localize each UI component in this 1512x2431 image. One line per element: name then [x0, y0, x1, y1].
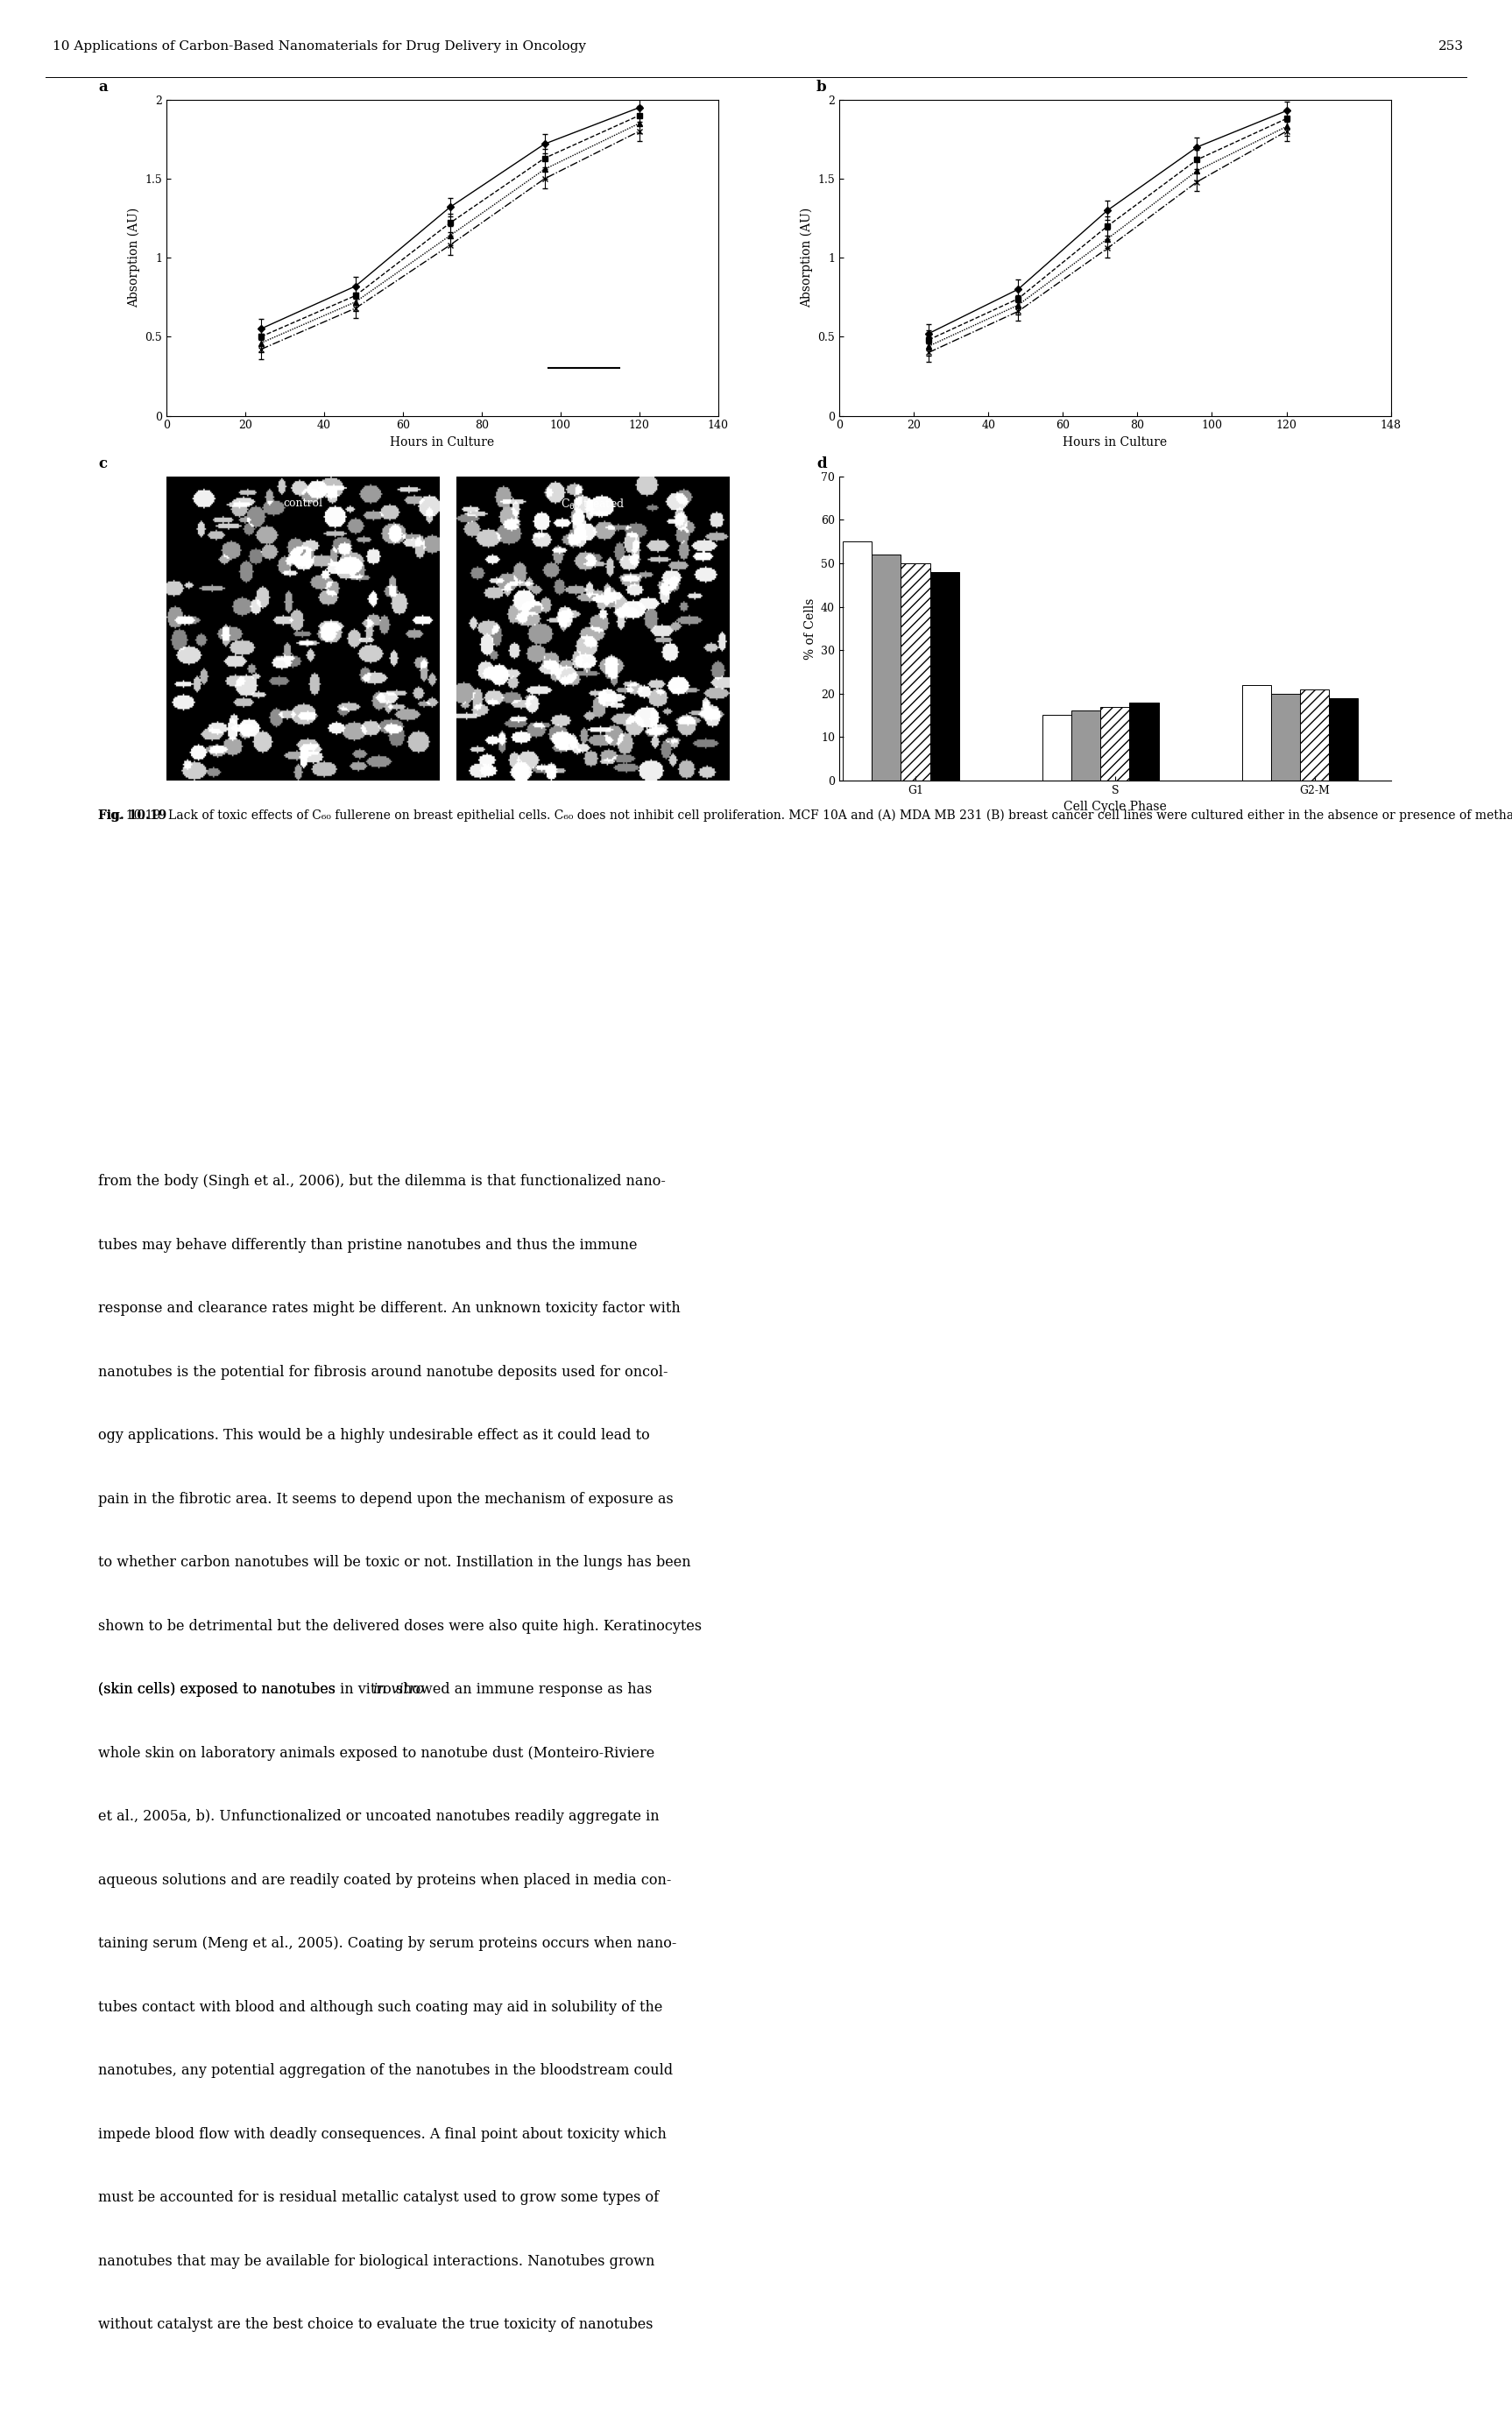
Text: d: d — [816, 457, 827, 472]
Text: from the body (Singh et al., 2006), but the dilemma is that functionalized nano-: from the body (Singh et al., 2006), but … — [98, 1174, 665, 1189]
Text: et al., 2005a, b). Unfunctionalized or uncoated nanotubes readily aggregate in: et al., 2005a, b). Unfunctionalized or u… — [98, 1809, 659, 1823]
Text: b: b — [816, 80, 827, 95]
Bar — [1329, 698, 1358, 780]
Y-axis label: % of Cells: % of Cells — [804, 598, 816, 659]
Text: nanotubes is the potential for fibrosis around nanotube deposits used for oncol-: nanotubes is the potential for fibrosis … — [98, 1364, 668, 1378]
Bar — [930, 571, 959, 780]
Text: nanotubes, any potential aggregation of the nanotubes in the bloodstream could: nanotubes, any potential aggregation of … — [98, 2064, 673, 2079]
Text: C$_{60}$ treated: C$_{60}$ treated — [561, 498, 624, 513]
X-axis label: Hours in Culture: Hours in Culture — [1063, 435, 1167, 447]
Text: (skin cells) exposed to nanotubes: (skin cells) exposed to nanotubes — [98, 1682, 340, 1697]
Text: (skin cells) exposed to nanotubes in vitro showed an immune response as has: (skin cells) exposed to nanotubes in vit… — [98, 1682, 652, 1697]
Text: control: control — [283, 498, 322, 508]
Text: 253: 253 — [1438, 41, 1464, 53]
Text: ogy applications. This would be a highly undesirable effect as it could lead to: ogy applications. This would be a highly… — [98, 1427, 650, 1444]
Bar — [1101, 707, 1129, 780]
Text: must be accounted for is residual metallic catalyst used to grow some types of: must be accounted for is residual metall… — [98, 2190, 659, 2205]
Text: aqueous solutions and are readily coated by proteins when placed in media con-: aqueous solutions and are readily coated… — [98, 1872, 671, 1886]
Bar — [872, 554, 901, 780]
Y-axis label: Absorption (AU): Absorption (AU) — [800, 207, 813, 309]
Text: impede blood flow with deadly consequences. A final point about toxicity which: impede blood flow with deadly consequenc… — [98, 2127, 667, 2142]
Text: tubes may behave differently than pristine nanotubes and thus the immune: tubes may behave differently than pristi… — [98, 1237, 638, 1252]
Bar — [1129, 703, 1158, 780]
Text: taining serum (Meng et al., 2005). Coating by serum proteins occurs when nano-: taining serum (Meng et al., 2005). Coati… — [98, 1935, 677, 1952]
Text: pain in the fibrotic area. It seems to depend upon the mechanism of exposure as: pain in the fibrotic area. It seems to d… — [98, 1493, 674, 1507]
Bar — [842, 542, 872, 780]
Text: a: a — [98, 80, 107, 95]
Bar — [1072, 710, 1101, 780]
Text: c: c — [98, 457, 107, 472]
Bar — [1300, 690, 1329, 780]
Y-axis label: Absorption (AU): Absorption (AU) — [127, 207, 141, 309]
Bar — [1241, 686, 1272, 780]
Text: response and clearance rates might be different. An unknown toxicity factor with: response and clearance rates might be di… — [98, 1301, 680, 1315]
Text: without catalyst are the best choice to evaluate the true toxicity of nanotubes: without catalyst are the best choice to … — [98, 2317, 653, 2331]
Text: nanotubes that may be available for biological interactions. Nanotubes grown: nanotubes that may be available for biol… — [98, 2254, 655, 2268]
Bar — [1272, 693, 1300, 780]
Text: shown to be detrimental but the delivered doses were also quite high. Keratinocy: shown to be detrimental but the delivere… — [98, 1619, 702, 1634]
Text: to whether carbon nanotubes will be toxic or not. Instillation in the lungs has : to whether carbon nanotubes will be toxi… — [98, 1556, 691, 1570]
Text: Fig. 10.19  Lack of toxic effects of C₆₀ fullerene on breast epithelial cells. C: Fig. 10.19 Lack of toxic effects of C₆₀ … — [98, 810, 1512, 822]
X-axis label: Cell Cycle Phase: Cell Cycle Phase — [1063, 800, 1167, 812]
X-axis label: Hours in Culture: Hours in Culture — [390, 435, 494, 447]
Bar — [901, 564, 930, 780]
Text: Fig. 10.19: Fig. 10.19 — [98, 810, 166, 822]
Text: in vitro: in vitro — [373, 1682, 423, 1697]
Bar — [1042, 715, 1072, 780]
Text: whole skin on laboratory animals exposed to nanotube dust (Monteiro-Riviere: whole skin on laboratory animals exposed… — [98, 1745, 655, 1760]
Text: 10 Applications of Carbon-Based Nanomaterials for Drug Delivery in Oncology: 10 Applications of Carbon-Based Nanomate… — [53, 41, 587, 53]
Text: tubes contact with blood and although such coating may aid in solubility of the: tubes contact with blood and although su… — [98, 2001, 662, 2015]
